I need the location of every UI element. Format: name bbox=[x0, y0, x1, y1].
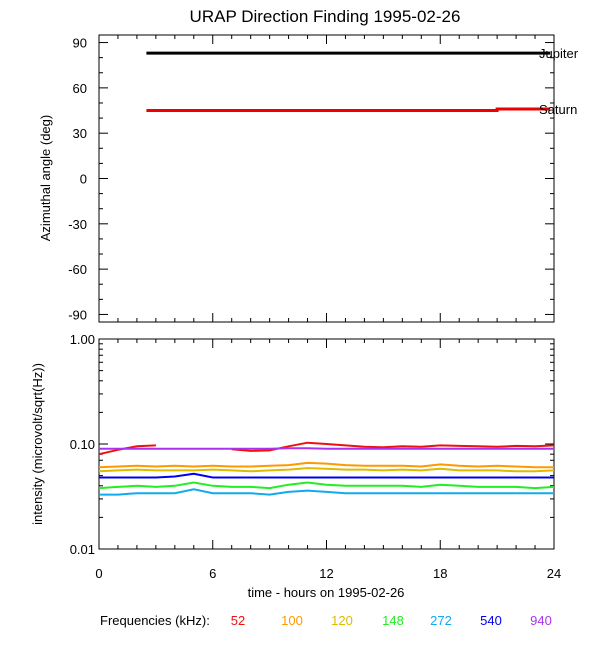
azimuth-y-tick-label: 90 bbox=[73, 36, 87, 51]
saturn-label: Saturn bbox=[539, 102, 577, 117]
intensity-series-540khz bbox=[99, 472, 554, 479]
azimuth-y-tick-label: -30 bbox=[68, 217, 87, 232]
azimuth-x-ticks bbox=[98, 35, 555, 322]
x-tick-label: 24 bbox=[547, 566, 561, 581]
legend-entry-940khz: 940 bbox=[530, 613, 552, 628]
x-axis-label: time - hours on 1995-02-26 bbox=[248, 585, 405, 600]
azimuth-y-tick-label: -60 bbox=[68, 262, 87, 277]
legend-entry-272khz: 272 bbox=[430, 613, 452, 628]
intensity-series-120khz bbox=[98, 467, 555, 473]
x-tick-label: 6 bbox=[209, 566, 216, 581]
frequency-legend: Frequencies (kHz): 52 100 120 148 272 540 940 bbox=[100, 613, 552, 628]
saturn-azimuth-line bbox=[146, 107, 551, 112]
intensity-panel: 1.00 0.10 0.01 intensity (microvolt/sqrt(H… bbox=[30, 332, 555, 557]
azimuth-plot-frame bbox=[98, 34, 555, 323]
x-tick-label: 12 bbox=[319, 566, 333, 581]
azimuth-y-tick-label: 30 bbox=[73, 126, 87, 141]
azimuth-panel: 90 60 30 0 -30 -60 -90 Jupiter Saturn Azimuthal… bbox=[38, 34, 579, 323]
legend-entry-148khz: 148 bbox=[382, 613, 404, 628]
x-tick-label: 18 bbox=[433, 566, 447, 581]
legend-label: Frequencies (kHz): bbox=[100, 613, 210, 628]
intensity-series bbox=[98, 441, 555, 496]
intensity-series-940khz bbox=[99, 447, 554, 450]
azimuth-y-tick-label: -90 bbox=[68, 307, 87, 322]
x-tick-labels: 0 6 12 18 24 bbox=[95, 566, 561, 581]
jupiter-label: Jupiter bbox=[539, 46, 579, 61]
chart-title: URAP Direction Finding 1995-02-26 bbox=[190, 7, 461, 26]
azimuth-y-tick-label: 60 bbox=[73, 81, 87, 96]
azimuth-y-ticks: 90 60 30 0 -30 -60 -90 bbox=[68, 36, 554, 322]
azimuth-y-axis-label: Azimuthal angle (deg) bbox=[38, 115, 53, 241]
legend-entry-120khz: 120 bbox=[331, 613, 353, 628]
intensity-y-tick-label: 0.01 bbox=[70, 542, 95, 557]
intensity-y-axis-label: intensity (microvolt/sqrt(Hz)) bbox=[30, 363, 45, 525]
intensity-series-100khz bbox=[98, 461, 554, 469]
azimuth-y-tick-label: 0 bbox=[80, 172, 87, 187]
legend-entry-540khz: 540 bbox=[480, 613, 502, 628]
intensity-series-52khz bbox=[231, 441, 555, 452]
intensity-y-tick-label: 1.00 bbox=[70, 332, 95, 347]
intensity-x-ticks bbox=[98, 339, 555, 549]
intensity-series-272khz bbox=[99, 488, 554, 496]
intensity-y-tick-label: 0.10 bbox=[70, 437, 95, 452]
intensity-series-148khz bbox=[98, 481, 555, 490]
legend-entry-52khz: 52 bbox=[231, 613, 245, 628]
legend-entry-100khz: 100 bbox=[281, 613, 303, 628]
x-tick-label: 0 bbox=[95, 566, 102, 581]
intensity-y-ticks: 1.00 0.10 0.01 bbox=[70, 332, 554, 557]
legend-entries: 52 100 120 148 272 540 940 bbox=[231, 613, 552, 628]
azimuth-series: Jupiter Saturn bbox=[146, 46, 579, 117]
